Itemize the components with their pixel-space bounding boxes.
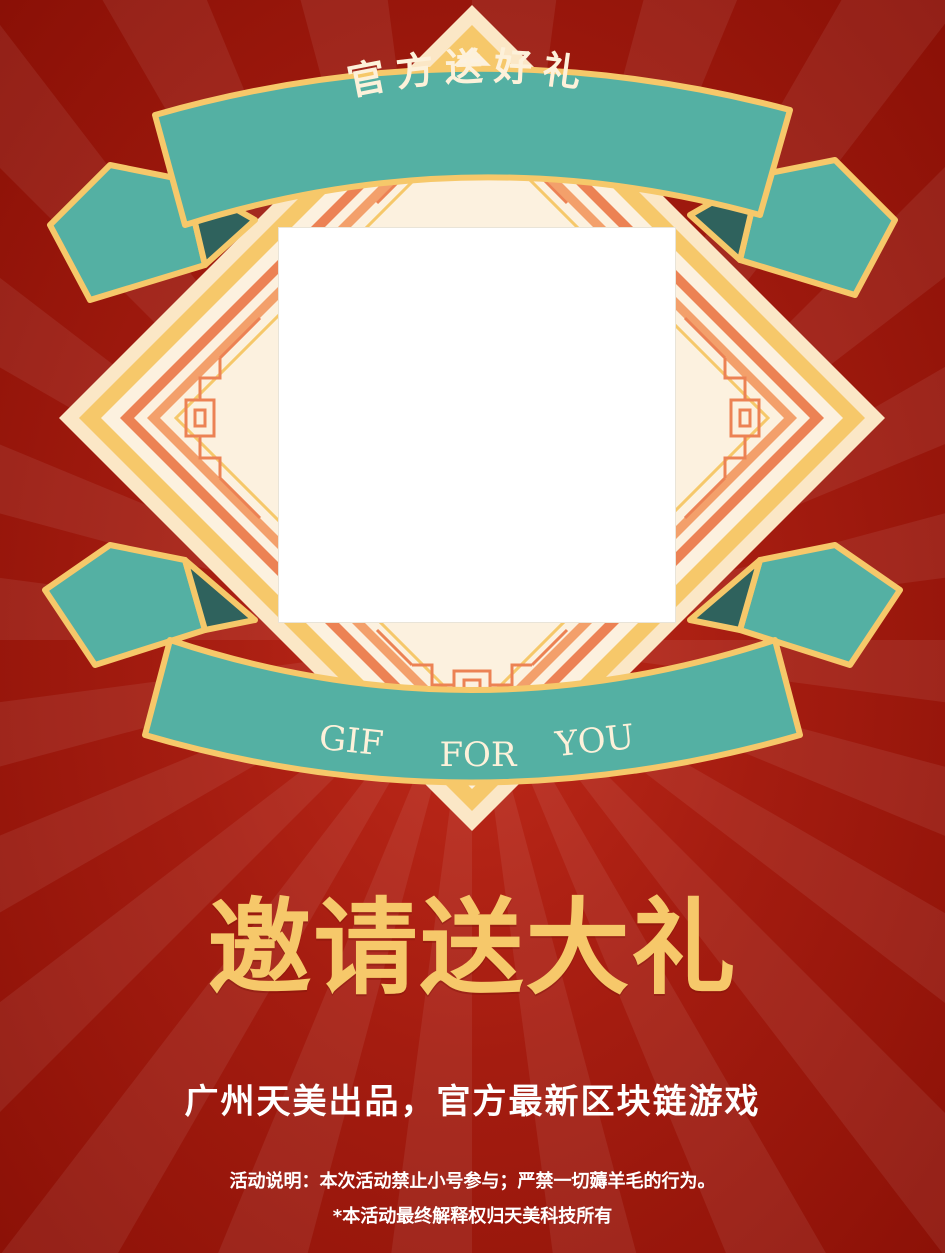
ribbon-bottom-word-3: YOU bbox=[552, 717, 636, 765]
activity-notice: 活动说明：本次活动禁止小号参与；严禁一切薅羊毛的行为。 bbox=[0, 1169, 945, 1195]
ribbon-bottom-word-2: FOR bbox=[439, 735, 517, 775]
qr-code-placeholder bbox=[279, 228, 675, 622]
main-title: 邀请送大礼 bbox=[0, 878, 945, 1018]
copyright-notice: *本活动最终解释权归天美科技所有 bbox=[0, 1204, 945, 1230]
subtitle: 广州天美出品，官方最新区块链游戏 bbox=[0, 1078, 945, 1126]
ribbon-bottom-word-1: GIF bbox=[317, 718, 385, 764]
